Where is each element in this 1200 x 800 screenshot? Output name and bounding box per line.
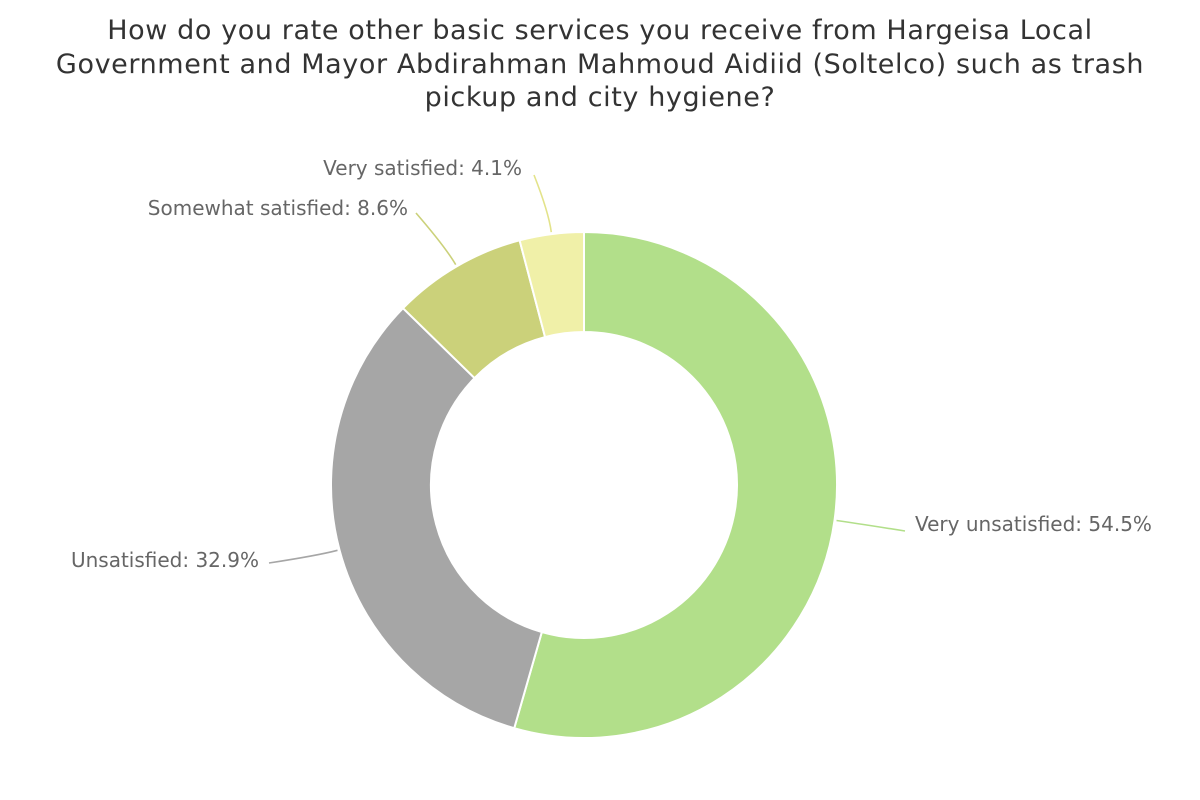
- connector-very-satisfied: [533, 174, 553, 233]
- slice-unsatisfied: [330, 306, 544, 730]
- label-connectors: [268, 174, 906, 564]
- connector-somewhat-satisfied: [415, 212, 457, 266]
- chart-title: How do you rate other basic services you…: [55, 15, 1145, 113]
- connector-unsatisfied: [268, 549, 338, 564]
- label-somewhat-satisfied: Somewhat satisfied: 8.6%: [148, 196, 408, 220]
- label-very-satisfied: Very satisfied: 4.1%: [323, 156, 522, 180]
- label-unsatisfied: Unsatisfied: 32.9%: [71, 548, 259, 572]
- slice-very-unsatisfied: [513, 230, 838, 739]
- label-very-unsatisfied: Very unsatisfied: 54.5%: [915, 512, 1152, 536]
- donut-slices: [330, 230, 838, 739]
- connector-very-unsatisfied: [836, 519, 906, 532]
- slice-labels: Very unsatisfied: 54.5% Unsatisfied: 32.9…: [71, 156, 1152, 572]
- slice-very-satisfied: [518, 230, 585, 339]
